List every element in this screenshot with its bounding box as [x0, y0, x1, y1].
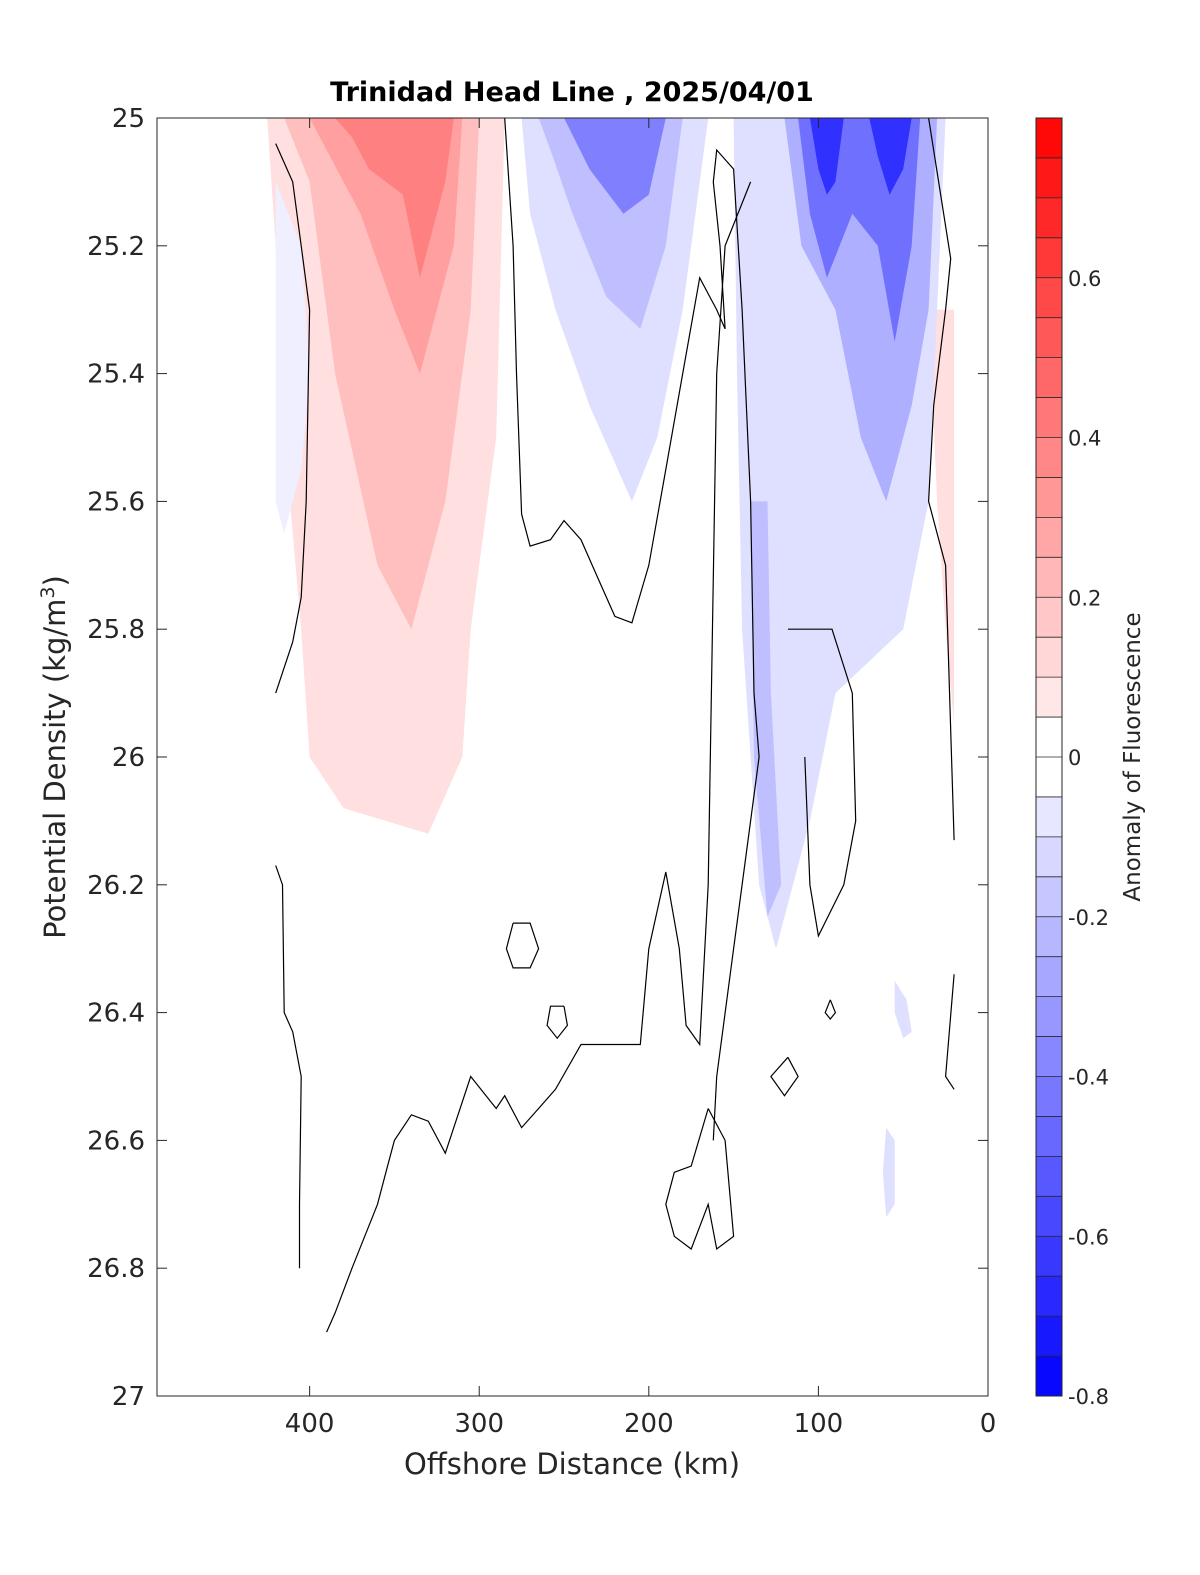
y-tick-label-5: 26: [112, 743, 145, 773]
colorbar-segment-19: [1036, 876, 1062, 918]
contour-line-2: [504, 118, 726, 624]
anomaly-region-13: [809, 118, 844, 195]
colorbar-segment-7: [1036, 397, 1062, 438]
colorbar-tick-label-0: 0.6: [1068, 267, 1101, 291]
y-axis-ticks: 25 25.2 25.4 25.6 25.8 26 26.2 26.4 26.6 26.8 27: [87, 104, 988, 1412]
contour-line-1: [275, 865, 302, 1269]
x-tick-label-200: 200: [624, 1409, 674, 1439]
anomaly-region-3: [335, 118, 454, 278]
colorbar-segment-30: [1036, 1316, 1062, 1357]
colorbar-segment-26: [1036, 1156, 1062, 1197]
colorbar-tick-label-7: -0.8: [1068, 1385, 1109, 1409]
colorbar-segment-28: [1036, 1236, 1062, 1277]
y-tick-label-6: 26.2: [87, 871, 145, 901]
y-tick-label-3: 25.6: [87, 487, 145, 517]
colorbar-tick-label-4: -0.2: [1068, 906, 1109, 930]
contour-line-3: [712, 148, 760, 1141]
y-tick-label-7: 26.4: [87, 999, 145, 1029]
colorbar-tick-label-2: 0.2: [1068, 586, 1101, 610]
colorbar-segment-24: [1036, 1076, 1062, 1117]
colorbar-segment-5: [1036, 317, 1062, 359]
x-tick-label-100: 100: [794, 1409, 844, 1439]
anomaly-region-10: [750, 501, 782, 917]
y-axis-label-close: ): [38, 575, 72, 586]
colorbar-tick-label-1: 0.4: [1068, 427, 1101, 451]
colorbar-segment-16: [1036, 757, 1062, 798]
colorbar-segment-29: [1036, 1276, 1062, 1317]
contour-line-11: [665, 1108, 735, 1251]
colorbar-segment-8: [1036, 437, 1062, 478]
colorbar-frame: [1035, 117, 1063, 1397]
colorbar-segment-2: [1036, 197, 1062, 239]
chart-title: Trinidad Head Line , 2025/04/01: [330, 77, 814, 108]
anomaly-regions: [267, 118, 955, 1218]
colorbar-segment-18: [1036, 836, 1062, 878]
y-tick-label-8: 26.6: [87, 1126, 145, 1156]
colorbar-segment-25: [1036, 1116, 1062, 1157]
colorbar-segment-23: [1036, 1036, 1062, 1077]
anomaly-region-14: [869, 118, 912, 195]
colorbar-segment-20: [1036, 916, 1062, 958]
x-tick-label-400: 400: [285, 1409, 335, 1439]
y-tick-label-4: 25.8: [87, 615, 145, 645]
colorbar-segment-9: [1036, 477, 1062, 518]
colorbar-label: Anomaly of Fluorescence: [1120, 612, 1146, 901]
colorbar-segment-12: [1036, 597, 1062, 638]
x-tick-label-0: 0: [980, 1409, 997, 1439]
colorbar-ticks: 0.6 0.4 0.2 0 -0.2 -0.4 -0.6 -0.8: [1068, 267, 1109, 1409]
y-tick-label-2: 25.4: [87, 360, 145, 390]
y-tick-label-10: 27: [112, 1382, 145, 1412]
y-axis-label: Potential Density (kg/m3): [37, 575, 72, 939]
colorbar-segment-10: [1036, 517, 1062, 558]
colorbar-segment-17: [1036, 796, 1062, 838]
colorbar-tick-label-5: -0.4: [1068, 1066, 1109, 1090]
y-axis-label-superscript: 3: [37, 586, 59, 598]
colorbar-segment-31: [1036, 1356, 1062, 1397]
anomaly-region-16: [882, 1127, 895, 1218]
contour-line-10: [770, 1056, 799, 1097]
x-axis-ticks: 400 300 200 100 0: [285, 118, 996, 1439]
colorbar-segment-1: [1036, 157, 1062, 199]
colorbar-segment-3: [1036, 237, 1062, 279]
contour-line-7: [944, 974, 955, 1090]
colorbar-segment-0: [1036, 118, 1062, 159]
colorbar-segment-21: [1036, 956, 1062, 998]
anomaly-region-8: [564, 118, 666, 214]
contour-line-5: [787, 628, 857, 938]
colorbar-tick-label-6: -0.6: [1068, 1225, 1109, 1249]
y-tick-label-1: 25.2: [87, 232, 145, 262]
colorbar-segment-22: [1036, 996, 1062, 1038]
colorbar-segment-6: [1036, 357, 1062, 399]
colorbar-tick-label-3: 0: [1068, 746, 1081, 770]
y-axis-label-text: Potential Density (kg/m: [38, 599, 72, 939]
colorbar-segment-14: [1036, 677, 1062, 718]
anomaly-region-5: [275, 181, 310, 534]
colorbar: [1035, 117, 1063, 1397]
x-tick-label-300: 300: [454, 1409, 504, 1439]
x-axis-label: Offshore Distance (km): [404, 1447, 740, 1481]
colorbar-segment-15: [1036, 717, 1062, 758]
colorbar-segment-11: [1036, 557, 1062, 598]
y-tick-label-0: 25: [112, 104, 145, 134]
contour-line-8: [505, 922, 540, 969]
colorbar-segment-27: [1036, 1196, 1062, 1237]
contour-line-4: [326, 181, 752, 1333]
y-tick-label-9: 26.8: [87, 1254, 145, 1284]
zero-contours: [275, 118, 955, 1333]
colorbar-segment-13: [1036, 637, 1062, 678]
contour-line-0: [275, 143, 311, 694]
colorbar-segment-4: [1036, 277, 1062, 319]
contour-line-12: [824, 999, 837, 1020]
contour-line-9: [546, 1005, 569, 1040]
anomaly-region-15: [894, 980, 912, 1039]
contour-line-6: [927, 118, 955, 841]
